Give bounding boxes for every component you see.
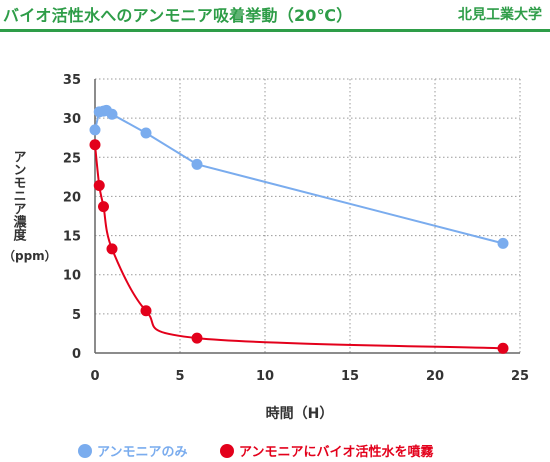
data-point-bio-water: [93, 179, 105, 191]
data-point-ammonia-only: [140, 127, 152, 139]
data-point-ammonia-only: [106, 108, 118, 120]
y-tick-label: 25: [63, 151, 81, 166]
series-line-ammonia-only: [94, 109, 504, 245]
y-tick-label: 30: [63, 112, 81, 127]
legend-item-bio-water: アンモニアにバイオ活性水を噴霧: [220, 441, 434, 460]
header-divider: [0, 29, 550, 32]
legend-label-ammonia-only: アンモニアのみ: [97, 445, 188, 460]
page-title: バイオ活性水へのアンモニア吸着挙動（20℃）: [3, 6, 353, 25]
legend-item-ammonia-only: アンモニアのみ: [78, 441, 187, 460]
x-axis-title: 時間（H）: [266, 405, 334, 422]
data-point-bio-water: [191, 332, 203, 344]
chart-legend: アンモニアのみ アンモニアにバイオ活性水を噴霧: [78, 441, 462, 462]
x-tick-label: 15: [341, 369, 359, 384]
data-point-ammonia-only: [89, 124, 101, 136]
y-tick-label: 35: [63, 73, 81, 88]
series-line-bio-water: [94, 144, 504, 350]
x-tick-label: 5: [175, 369, 184, 384]
data-point-ammonia-only: [191, 158, 203, 170]
x-tick-label: 20: [426, 369, 444, 384]
y-tick-label: 10: [63, 269, 81, 284]
data-point-bio-water: [98, 201, 109, 213]
legend-label-bio-water: アンモニアにバイオ活性水を噴霧: [239, 445, 434, 460]
x-tick-label: 25: [511, 369, 529, 384]
y-tick-label: 5: [72, 308, 81, 323]
y-tick-label: 15: [63, 230, 81, 245]
organization-name: 北見工業大学: [458, 7, 542, 23]
x-tick-label: 10: [256, 369, 274, 384]
y-axis-title: アンモニア濃度: [10, 150, 26, 241]
legend-marker-ammonia-only: [78, 443, 92, 458]
data-point-ammonia-only: [497, 237, 509, 249]
y-tick-label: 0: [72, 347, 81, 362]
data-point-bio-water: [106, 243, 118, 255]
y-tick-label: 20: [63, 190, 81, 205]
page-header: バイオ活性水へのアンモニア吸着挙動（20℃） 北見工業大学: [0, 0, 550, 32]
data-point-bio-water: [140, 305, 152, 317]
x-tick-label: 0: [90, 369, 99, 384]
data-point-bio-water: [497, 342, 509, 354]
legend-marker-bio-water: [220, 443, 235, 458]
data-point-bio-water: [89, 139, 101, 151]
